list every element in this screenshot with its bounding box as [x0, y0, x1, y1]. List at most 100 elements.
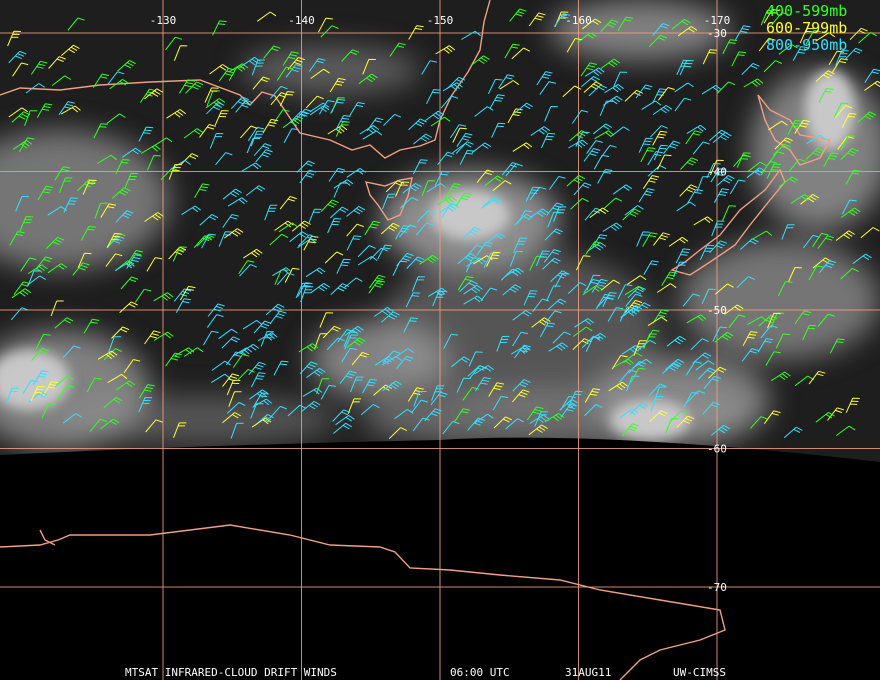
wind-barb: [77, 252, 92, 269]
wind-barb: [260, 331, 274, 347]
wind-barb: [529, 414, 550, 425]
wind-barb: [779, 176, 799, 188]
wind-barb: [399, 197, 419, 209]
wind-barb: [649, 125, 668, 138]
wind-barb: [282, 51, 299, 66]
wind-barb: [735, 25, 751, 40]
wind-barb: [285, 64, 303, 78]
wind-barb: [296, 160, 315, 173]
wind-barb: [330, 98, 346, 114]
wind-barb: [50, 300, 64, 317]
wind-barb: [624, 299, 643, 313]
wind-barb: [47, 263, 68, 274]
wind-barb: [249, 389, 269, 400]
wind-barb: [362, 378, 378, 394]
wind-barb: [411, 276, 426, 292]
wind-barb: [173, 422, 187, 438]
wind-barb: [339, 370, 357, 384]
wind-barb: [406, 256, 425, 269]
wind-barb: [832, 58, 848, 73]
wind-barb: [209, 133, 224, 149]
wind-barb: [474, 365, 494, 375]
wind-barb: [251, 59, 265, 76]
wind-barb: [643, 260, 659, 276]
wind-barb: [235, 99, 253, 113]
wind-barb: [554, 272, 570, 288]
wind-barb: [462, 386, 480, 401]
wind-barb: [305, 95, 324, 109]
wind-barb: [772, 143, 791, 156]
wind-barb: [513, 102, 533, 114]
wind-barb: [8, 50, 27, 64]
wind-barb: [611, 355, 628, 370]
wind-barb: [224, 228, 244, 239]
wind-barb: [815, 411, 835, 423]
wind-barb: [369, 247, 388, 260]
wind-barb: [685, 361, 702, 376]
wind-barb: [703, 375, 721, 390]
wind-barb: [612, 184, 633, 195]
wind-barb: [232, 354, 250, 368]
wind-barb: [544, 310, 562, 324]
wind-barb: [817, 313, 835, 327]
wind-barb: [346, 235, 362, 251]
wind-barb: [624, 285, 645, 296]
wind-barb: [318, 100, 335, 115]
wind-barb: [686, 314, 707, 324]
wind-barb: [165, 36, 183, 51]
wind-barb: [341, 49, 360, 62]
wind-barb: [679, 59, 694, 76]
wind-barb: [222, 412, 242, 424]
wind-barb: [287, 404, 307, 417]
wind-barb: [344, 334, 359, 350]
wind-barb: [787, 119, 803, 135]
wind-barb: [528, 12, 546, 27]
wind-barb: [430, 116, 451, 127]
wind-barb: [463, 284, 483, 295]
wind-barb: [346, 223, 364, 237]
wind-barb: [666, 335, 686, 347]
wind-barb: [301, 400, 321, 412]
wind-barb: [845, 169, 861, 185]
wind-barb: [392, 260, 408, 276]
wind-barb: [771, 371, 791, 382]
wind-barb: [523, 290, 538, 306]
wind-barb: [835, 230, 855, 241]
wind-barb: [60, 44, 80, 56]
footer-text: 31AUG11: [565, 666, 611, 679]
wind-barb: [180, 153, 199, 166]
wind-barb: [77, 179, 96, 191]
wind-barb: [675, 248, 691, 264]
wind-barb: [341, 347, 358, 363]
wind-barb: [89, 418, 108, 432]
wind-barb: [539, 81, 557, 95]
wind-barb: [676, 201, 696, 212]
wind-barb: [289, 231, 309, 243]
wind-barb: [702, 401, 720, 415]
wind-barb: [185, 81, 204, 94]
wind-barb: [283, 128, 299, 143]
wind-barb: [652, 88, 667, 104]
wind-barb: [548, 176, 566, 190]
wind-barb: [710, 168, 727, 183]
wind-barb: [729, 179, 746, 195]
wind-barb: [324, 251, 344, 264]
wind-barb: [613, 71, 628, 87]
wind-barb: [841, 207, 861, 218]
wind-barb: [58, 177, 73, 193]
wind-barb: [613, 358, 634, 368]
wind-barb: [451, 356, 471, 368]
wind-barb: [584, 388, 601, 403]
wind-barb: [413, 391, 427, 407]
wind-barb: [273, 360, 289, 376]
wind-barb: [695, 360, 715, 371]
wind-barb: [83, 318, 100, 334]
wind-barb: [222, 188, 242, 200]
wind-barb: [199, 214, 219, 226]
legend-entry: 600-799mb: [766, 19, 847, 37]
wind-barb: [329, 206, 349, 219]
wind-barb: [437, 195, 457, 206]
wind-barb: [547, 298, 567, 311]
wind-barb: [573, 326, 593, 337]
wind-barb: [298, 343, 319, 353]
